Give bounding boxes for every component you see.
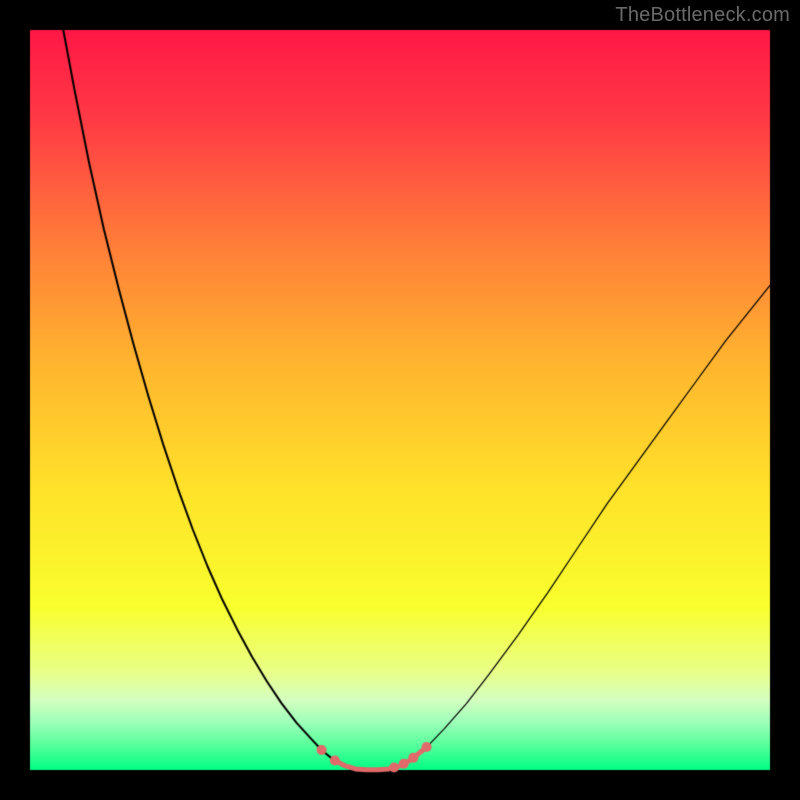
- chart-stage: TheBottleneck.com: [0, 0, 800, 800]
- watermark-text: TheBottleneck.com: [615, 4, 790, 27]
- bottleneck-curve-chart: [0, 0, 800, 800]
